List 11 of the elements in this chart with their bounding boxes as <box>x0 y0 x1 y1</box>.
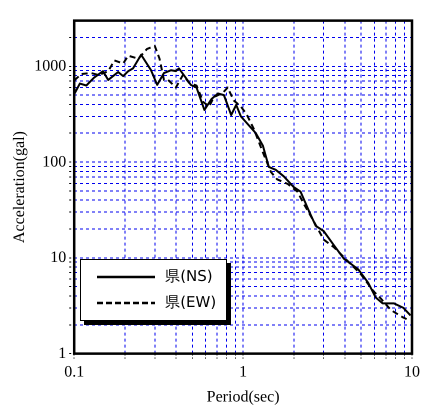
x-tick-label: 1 <box>239 363 248 380</box>
legend-label: 県(EW) <box>165 293 216 312</box>
x-tick-label: 0.1 <box>64 363 84 380</box>
x-tick-label: 10 <box>404 363 420 380</box>
y-tick-label: 10 <box>50 249 66 266</box>
y-tick-label: 1 <box>58 344 66 362</box>
y-axis-title: Acceleration(gal) <box>10 131 28 244</box>
y-tick-label: 100 <box>42 153 66 170</box>
y-tick-label: 1000 <box>34 57 66 74</box>
x-axis-title: Period(sec) <box>206 388 280 406</box>
legend-label: 県(NS) <box>165 267 213 286</box>
